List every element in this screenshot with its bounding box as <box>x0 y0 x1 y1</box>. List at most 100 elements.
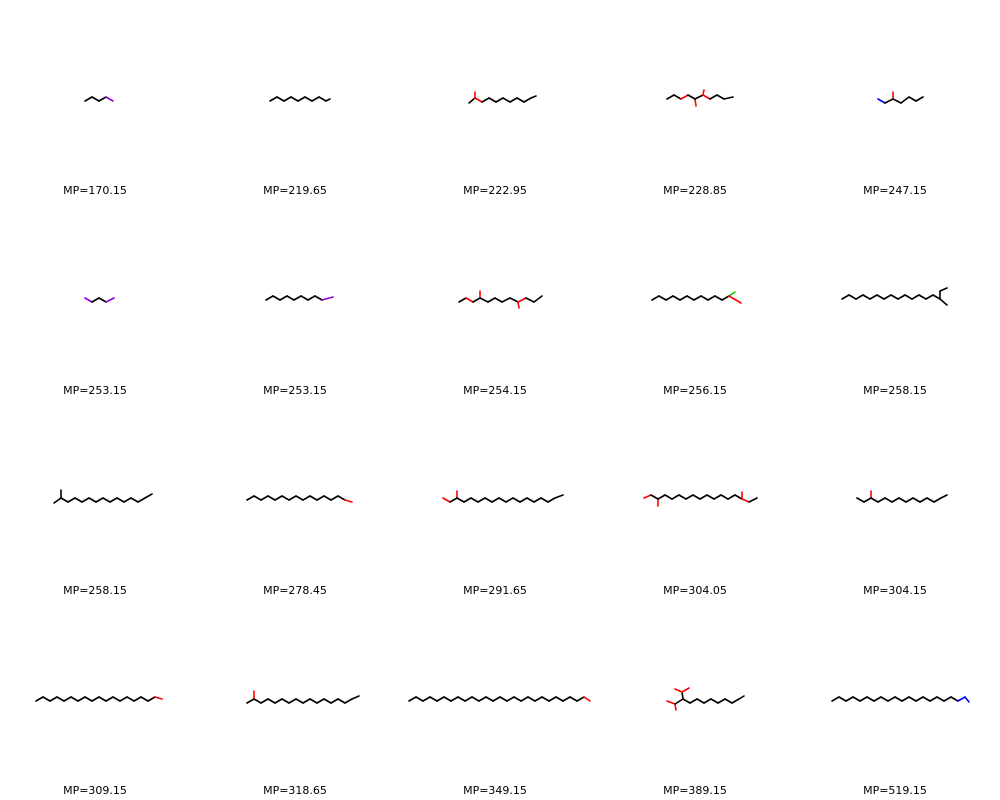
molecule-cell: MP=253.15 <box>200 200 400 400</box>
bond-line <box>939 287 948 292</box>
bond-line <box>519 497 528 503</box>
bond-line <box>70 696 79 702</box>
bond-line <box>311 96 320 102</box>
bond-line <box>330 698 339 704</box>
molecule-cell: MP=519.15 <box>800 600 1000 800</box>
bond-line <box>650 494 659 500</box>
bond-line <box>422 696 431 702</box>
bond-line <box>321 296 334 301</box>
bond-line <box>716 94 725 100</box>
bond-line <box>98 96 107 102</box>
bond-line <box>905 497 914 503</box>
bond-line <box>325 98 331 102</box>
bond-line <box>548 696 557 702</box>
molecule-cell: MP=318.65 <box>200 600 400 800</box>
bond-line <box>498 497 507 503</box>
bond-line <box>307 295 316 301</box>
bond-line <box>494 297 503 303</box>
bond-line <box>926 497 935 503</box>
bond-line <box>891 497 900 503</box>
bond-line <box>109 497 118 503</box>
bond-line <box>491 497 500 503</box>
bond-line <box>502 97 511 103</box>
bond-line <box>337 698 346 704</box>
bond-line <box>314 295 323 301</box>
bond-line <box>495 97 504 103</box>
bond-line <box>477 497 486 503</box>
bond-line <box>523 97 532 103</box>
melting-point-label: MP=170.15 <box>63 184 127 197</box>
bond-line <box>474 97 483 103</box>
bond-line <box>478 696 487 702</box>
bond-line <box>657 494 666 500</box>
bond-line <box>713 494 722 500</box>
bond-line <box>56 696 65 702</box>
bond-line <box>269 96 278 102</box>
bond-line <box>892 98 902 104</box>
molecule-structure <box>246 690 360 704</box>
bond-line <box>484 497 493 503</box>
bond-line <box>680 94 689 100</box>
bond-line <box>123 497 132 503</box>
melting-point-label: MP=278.45 <box>263 584 327 597</box>
bond-line <box>246 698 255 704</box>
bond-line <box>492 696 501 702</box>
bond-line <box>710 698 719 704</box>
bond-line <box>449 497 458 503</box>
bond-line <box>674 698 684 705</box>
bond-line <box>265 295 274 301</box>
bond-line <box>501 297 511 303</box>
bond-line <box>702 94 711 100</box>
bond-line <box>936 696 945 702</box>
bond-line <box>137 497 146 503</box>
bond-line <box>318 96 327 102</box>
bond-line <box>666 700 676 705</box>
bond-line <box>918 294 927 300</box>
bond-line <box>714 295 723 301</box>
molecule-cell: MP=389.15 <box>600 600 800 800</box>
melting-point-label: MP=309.15 <box>63 784 127 797</box>
bond-line <box>144 493 153 499</box>
bond-line <box>674 703 677 711</box>
bond-line <box>506 696 515 702</box>
bond-line <box>485 696 494 702</box>
bond-line <box>932 294 941 300</box>
bond-line <box>852 696 861 702</box>
bond-line <box>293 295 302 301</box>
bond-line <box>678 494 687 500</box>
bond-line <box>442 497 451 503</box>
melting-point-label: MP=304.15 <box>863 584 927 597</box>
bond-line <box>738 695 745 700</box>
bond-line <box>838 696 847 702</box>
bond-line <box>685 494 694 500</box>
bond-line <box>517 297 527 303</box>
bond-line <box>323 495 332 501</box>
bond-line <box>91 96 100 102</box>
bond-line <box>898 497 907 503</box>
bond-line <box>866 696 875 702</box>
melting-point-label: MP=228.85 <box>663 184 727 197</box>
bond-line <box>717 698 726 704</box>
bond-line <box>943 696 952 702</box>
bond-line <box>147 696 156 702</box>
bond-line <box>140 696 149 702</box>
bond-line <box>706 494 715 500</box>
bond-line <box>900 96 910 104</box>
bond-line <box>49 696 58 702</box>
bond-line <box>869 294 878 300</box>
bond-line <box>890 294 899 300</box>
bond-line <box>682 698 691 704</box>
bond-line <box>63 696 72 702</box>
bond-line <box>681 691 684 700</box>
bond-line <box>530 95 537 99</box>
molecule-cell: MP=222.95 <box>400 0 600 200</box>
melting-point-label: MP=258.15 <box>863 384 927 397</box>
molecule-cell: MP=349.15 <box>400 600 600 800</box>
bond-line <box>696 698 705 704</box>
bond-line <box>267 698 276 704</box>
bond-line <box>848 294 857 300</box>
melting-point-label: MP=318.65 <box>263 784 327 797</box>
bond-line <box>919 497 928 503</box>
bond-line <box>583 696 591 702</box>
molecule-cell: MP=278.45 <box>200 400 400 600</box>
